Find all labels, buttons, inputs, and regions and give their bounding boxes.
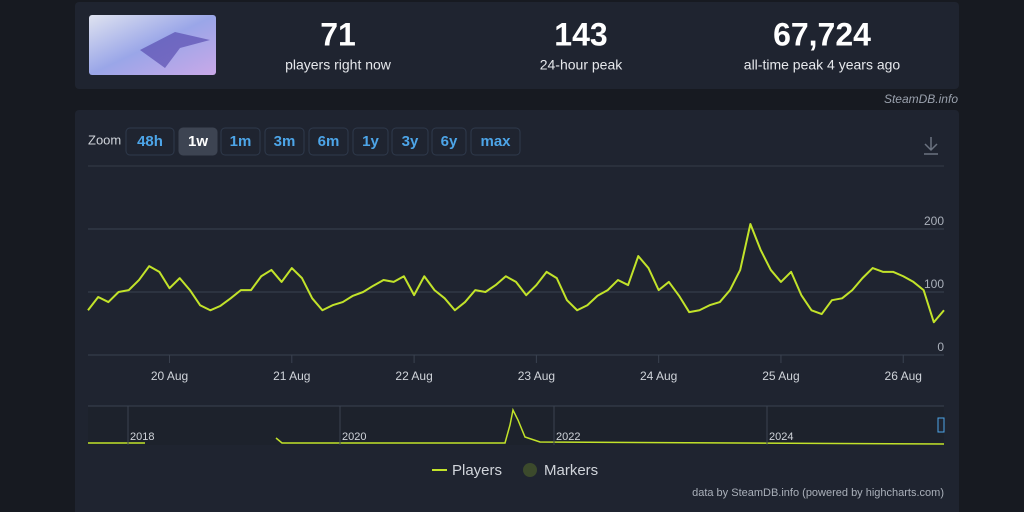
credits: data by SteamDB.info (powered by highcha…: [692, 487, 944, 499]
zoom-button[interactable]: 6y: [431, 127, 467, 156]
zoom-button-label[interactable]: 1y: [362, 133, 379, 150]
zoom-button-bg[interactable]: [264, 127, 305, 156]
zoom-label: Zoom: [88, 132, 121, 147]
legend-label[interactable]: Players: [452, 462, 502, 479]
legend-label[interactable]: Markers: [544, 462, 598, 479]
y-tick-label: 200: [924, 214, 944, 228]
zoom-button-label[interactable]: 1m: [230, 133, 252, 150]
zoom-button-label[interactable]: 6m: [318, 133, 340, 150]
navigator-label: 2018: [130, 431, 154, 443]
zoom-button-label[interactable]: max: [480, 133, 511, 150]
stat-value: 71: [320, 16, 356, 52]
zoom-button[interactable]: 3y: [391, 127, 429, 156]
zoom-button[interactable]: 6m: [308, 127, 349, 156]
zoom-button-label[interactable]: 48h: [137, 133, 163, 150]
zoom-button-label[interactable]: 1w: [188, 133, 208, 150]
series-line: [87, 222, 945, 324]
zoom-button-label[interactable]: 3y: [402, 133, 419, 150]
navigator-labels: 2018 2020 2022 2024: [127, 406, 793, 445]
navigator-line: [88, 407, 945, 445]
thumbnail-art: [140, 32, 210, 68]
zoom-button[interactable]: max: [470, 127, 521, 156]
zoom-button-bg[interactable]: [125, 127, 175, 156]
chart-panel: [75, 110, 959, 512]
stat-value: 143: [554, 16, 607, 52]
navigator-label: 2024: [769, 431, 793, 443]
zoom-button-bg[interactable]: [178, 127, 218, 156]
zoom-button-label[interactable]: 3m: [274, 133, 296, 150]
plot: 0 100 200 20 Aug 21 Aug 22 Aug 23 Aug 24 Aug 25 …: [87, 165, 945, 383]
legend-item[interactable]: Markers: [523, 462, 598, 479]
zoom-button[interactable]: 1y: [352, 127, 389, 156]
x-tick-label: 22 Aug: [395, 369, 432, 383]
y-tick-label: 100: [924, 277, 944, 291]
legend-symbol[interactable]: [523, 463, 537, 477]
stats-panel: [75, 2, 959, 89]
download-icon[interactable]: [924, 137, 938, 155]
zoom-button-bg[interactable]: [308, 127, 349, 156]
x-tick-label: 21 Aug: [273, 369, 310, 383]
zoom-button-bg[interactable]: [470, 127, 521, 156]
x-tick-label: 20 Aug: [151, 369, 188, 383]
legend: Players Markers: [432, 462, 598, 479]
zoom-button[interactable]: 48h: [125, 127, 175, 156]
source-link[interactable]: SteamDB.info: [884, 92, 958, 106]
zoom-buttons: 48h 1w 1m 3m 6m 1y 3y 6y max: [125, 127, 521, 156]
navigator-label: 2020: [342, 431, 366, 443]
zoom-button-label[interactable]: 6y: [441, 133, 458, 150]
x-tick-label: 26 Aug: [885, 369, 922, 383]
stat-label: 24-hour peak: [540, 57, 624, 73]
zoom-button-bg[interactable]: [391, 127, 429, 156]
x-tick-label: 25 Aug: [762, 369, 799, 383]
navigator-label: 2022: [556, 431, 580, 443]
zoom-button[interactable]: 1w: [178, 127, 218, 156]
x-tick-label: 23 Aug: [518, 369, 555, 383]
navigator-handle[interactable]: [937, 417, 945, 433]
stat-label: players right now: [285, 57, 392, 73]
zoom-button-bg[interactable]: [352, 127, 389, 156]
stat-value: 67,724: [773, 16, 871, 52]
zoom-button[interactable]: 1m: [220, 127, 261, 156]
zoom-button[interactable]: 3m: [264, 127, 305, 156]
stat-label: all-time peak 4 years ago: [744, 57, 901, 73]
x-tick-label: 24 Aug: [640, 369, 677, 383]
zoom-button-bg[interactable]: [431, 127, 467, 156]
legend-item[interactable]: Players: [432, 462, 502, 479]
navigator: [88, 406, 944, 445]
zoom-button-bg[interactable]: [220, 127, 261, 156]
y-tick-label: 0: [937, 340, 944, 354]
